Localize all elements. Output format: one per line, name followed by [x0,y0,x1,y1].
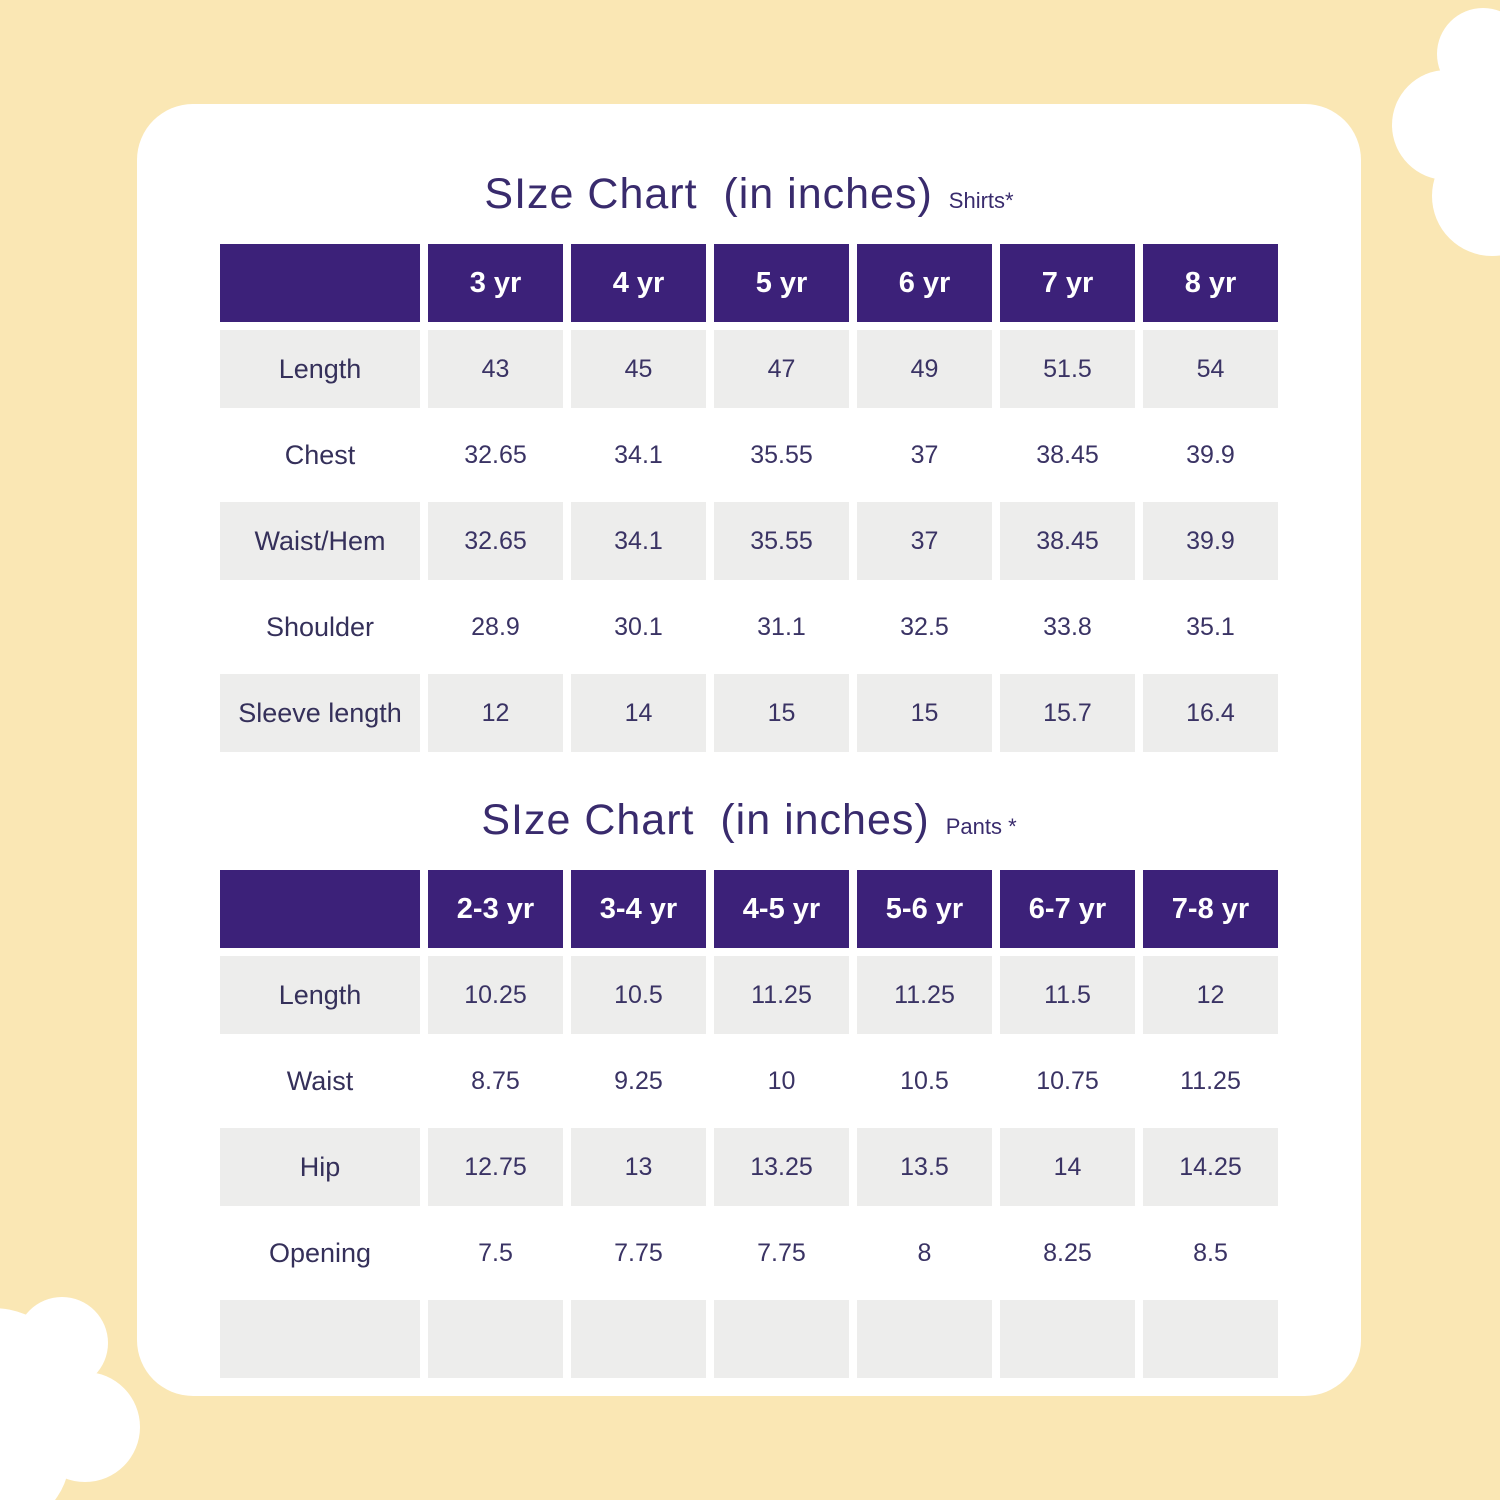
value-cell-waist-hem-5: 39.9 [1143,502,1278,580]
shirts-title-row: SIze Chart (in inches) Shirts* [137,164,1361,224]
header-corner-cell [220,244,420,322]
value-cell-empty-3 [857,1300,992,1378]
value-cell-chest-5: 39.9 [1186,440,1235,469]
value-cell-length-5: 12 [1143,956,1278,1034]
column-header-7-yr: 7 yr [1000,244,1135,322]
value-cell-length-5: 54 [1143,330,1278,408]
column-header-3-yr: 3 yr [428,244,563,322]
pants-size-table: 2-3 yr 3-4 yr 4-5 yr 5-6 yr 6-7 yr 7-8 yr Leng… [220,870,1278,1378]
row-label-hip: Hip [220,1128,420,1206]
pants-chart-title: SIze Chart (in inches) [481,796,930,844]
value-cell-waist-hem-4: 38.45 [1000,502,1135,580]
shirts-size-table: 3 yr 4 yr 5 yr 6 yr 7 yr 8 yr Length 43 45 47 49 51… [220,244,1278,752]
value-cell-sleeve-length-4: 15.7 [1000,674,1135,752]
column-header-3-4-yr: 3-4 yr [571,870,706,948]
value-cell-chest-1: 34.1 [614,440,663,469]
value-cell-empty-2 [714,1300,849,1378]
column-header-7-8-yr: 7-8 yr [1143,870,1278,948]
column-header-5-6-yr: 5-6 yr [857,870,992,948]
column-header-5-yr: 5 yr [714,244,849,322]
value-cell-shoulder-4: 33.8 [1043,612,1092,641]
value-cell-sleeve-length-0: 12 [428,674,563,752]
value-cell-length-1: 10.5 [571,956,706,1034]
value-cell-waist-hem-0: 32.65 [428,502,563,580]
value-cell-hip-5: 14.25 [1143,1128,1278,1206]
value-cell-opening-2: 7.75 [757,1238,806,1267]
value-cell-waist-hem-2: 35.55 [714,502,849,580]
value-cell-hip-0: 12.75 [428,1128,563,1206]
row-label-shoulder: Shoulder [265,611,375,642]
value-cell-opening-1: 7.75 [614,1238,663,1267]
value-cell-shoulder-3: 32.5 [900,612,949,641]
value-cell-opening-3: 8 [917,1238,932,1267]
value-cell-hip-1: 13 [571,1128,706,1206]
pants-chart-subtitle: Pants * [945,814,1017,839]
value-cell-length-2: 11.25 [714,956,849,1034]
value-cell-empty-1 [571,1300,706,1378]
value-cell-length-2: 47 [714,330,849,408]
value-cell-chest-4: 38.45 [1036,440,1099,469]
value-cell-empty-4 [1000,1300,1135,1378]
value-cell-sleeve-length-1: 14 [571,674,706,752]
value-cell-empty-5 [1143,1300,1278,1378]
value-cell-empty-0 [428,1300,563,1378]
value-cell-waist-1: 9.25 [614,1066,663,1095]
value-cell-waist-4: 10.75 [1036,1066,1099,1095]
value-cell-hip-4: 14 [1000,1128,1135,1206]
column-header-4-yr: 4 yr [571,244,706,322]
value-cell-hip-2: 13.25 [714,1128,849,1206]
value-cell-sleeve-length-3: 15 [857,674,992,752]
value-cell-length-0: 10.25 [428,956,563,1034]
value-cell-length-3: 49 [857,330,992,408]
column-header-8-yr: 8 yr [1143,244,1278,322]
value-cell-shoulder-0: 28.9 [471,612,520,641]
shirts-chart-title: SIze Chart (in inches) [484,170,933,218]
value-cell-length-4: 11.5 [1000,956,1135,1034]
column-header-2-3-yr: 2-3 yr [428,870,563,948]
pants-title-row: SIze Chart (in inches) Pants * [137,790,1361,850]
row-label-waist: Waist [286,1065,354,1096]
column-header-6-7-yr: 6-7 yr [1000,870,1135,948]
value-cell-chest-3: 37 [910,440,939,469]
value-cell-shoulder-2: 31.1 [757,612,806,641]
header-corner-cell [220,870,420,948]
value-cell-waist-3: 10.5 [900,1066,949,1095]
value-cell-sleeve-length-5: 16.4 [1143,674,1278,752]
value-cell-waist-hem-3: 37 [857,502,992,580]
value-cell-sleeve-length-2: 15 [714,674,849,752]
value-cell-opening-5: 8.5 [1193,1238,1228,1267]
shirts-chart-subtitle: Shirts* [948,188,1014,213]
value-cell-opening-4: 8.25 [1043,1238,1092,1267]
value-cell-waist-5: 11.25 [1180,1066,1241,1095]
value-cell-hip-3: 13.5 [857,1128,992,1206]
value-cell-length-4: 51.5 [1000,330,1135,408]
value-cell-shoulder-5: 35.1 [1186,612,1235,641]
row-label-chest: Chest [284,439,356,470]
row-label-length: Length [220,330,420,408]
row-label-sleeve-length: Sleeve length [220,674,420,752]
row-label-length: Length [220,956,420,1034]
value-cell-length-1: 45 [571,330,706,408]
value-cell-length-3: 11.25 [857,956,992,1034]
value-cell-opening-0: 7.5 [478,1238,513,1267]
row-label-empty [220,1300,420,1378]
row-label-opening: Opening [268,1237,372,1268]
column-header-4-5-yr: 4-5 yr [714,870,849,948]
value-cell-waist-0: 8.75 [471,1066,520,1095]
value-cell-waist-hem-1: 34.1 [571,502,706,580]
row-label-waist-hem: Waist/Hem [220,502,420,580]
value-cell-chest-2: 35.55 [750,440,813,469]
value-cell-waist-2: 10 [767,1066,796,1095]
value-cell-shoulder-1: 30.1 [614,612,663,641]
value-cell-chest-0: 32.65 [464,440,527,469]
column-header-6-yr: 6 yr [857,244,992,322]
size-chart-card: SIze Chart (in inches) Shirts* 3 yr 4 yr 5… [137,104,1361,1396]
value-cell-length-0: 43 [428,330,563,408]
